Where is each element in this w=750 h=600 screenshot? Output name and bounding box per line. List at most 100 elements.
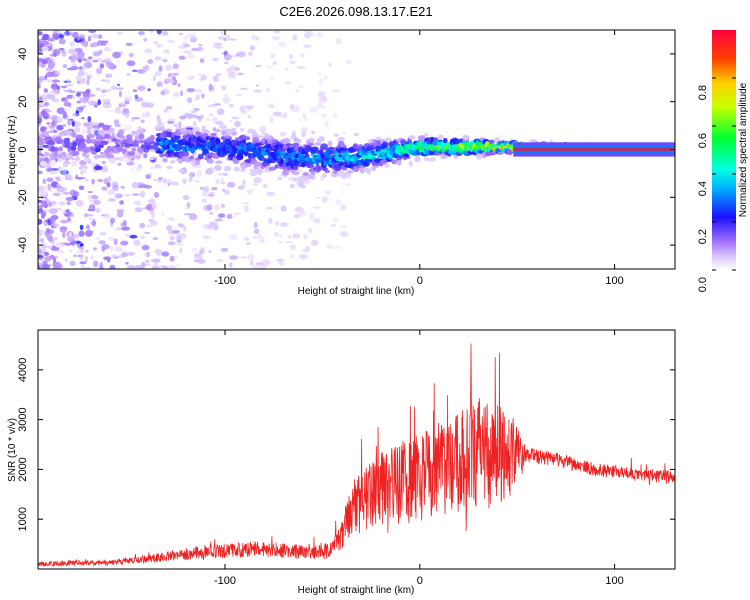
spectrogram-speckle bbox=[132, 89, 138, 92]
spectrogram-speckle bbox=[296, 66, 306, 69]
spectrogram-speckle bbox=[201, 198, 207, 203]
spectrogram-speckle bbox=[71, 158, 76, 161]
spectrogram-speckle bbox=[51, 245, 56, 248]
spectrogram-speckle bbox=[59, 34, 65, 39]
spectrogram-speckle bbox=[186, 88, 196, 93]
spectrogram-speckle bbox=[124, 194, 131, 197]
spectrogram-speckle bbox=[71, 63, 77, 66]
spectrogram-signal-cell bbox=[47, 140, 53, 145]
spectrogram-speckle bbox=[101, 160, 107, 165]
spectrogram-speckle bbox=[303, 44, 312, 48]
spectrogram-speckle bbox=[77, 70, 85, 77]
spectrogram-signal-cell bbox=[382, 141, 389, 148]
spectrogram-speckle bbox=[62, 64, 68, 69]
spectrogram-speckle bbox=[199, 114, 204, 120]
colorbar-tick-label: 0.4 bbox=[697, 181, 709, 196]
spectrogram-speckle bbox=[43, 219, 49, 226]
spectrogram-signal-cell bbox=[81, 167, 88, 174]
spectrogram-signal-cell bbox=[366, 170, 371, 175]
spectrogram-speckle bbox=[99, 63, 105, 69]
spectrogram-speckle bbox=[220, 30, 224, 36]
spectrogram-speckle bbox=[40, 201, 47, 208]
spectrogram-x-tick-label: 100 bbox=[605, 275, 623, 287]
spectrogram-speckle bbox=[38, 190, 48, 197]
spectrogram-speckle bbox=[75, 174, 79, 179]
spectrogram-speckle bbox=[66, 79, 71, 82]
spectrogram-speckle bbox=[117, 226, 121, 231]
spectrogram-speckle bbox=[188, 213, 198, 221]
spectrogram-speckle bbox=[319, 78, 324, 86]
spectrogram-speckle bbox=[151, 211, 155, 219]
snr-x-tick-label: -100 bbox=[214, 575, 236, 587]
spectrogram-speckle bbox=[140, 119, 145, 124]
spectrogram-x-tick-label: -100 bbox=[214, 275, 236, 287]
spectrogram-speckle bbox=[182, 178, 187, 184]
spectrogram-speckle bbox=[186, 202, 191, 208]
spectrogram-speckle bbox=[106, 79, 110, 84]
spectrogram-speckle bbox=[213, 204, 220, 211]
spectrogram-speckle bbox=[158, 65, 163, 72]
spectrogram-speckle bbox=[78, 230, 85, 237]
spectrogram-speckle bbox=[90, 255, 95, 261]
spectrogram-speckle bbox=[154, 56, 162, 61]
spectrogram-speckle bbox=[167, 241, 176, 246]
spectrogram-y-tick-label: 20 bbox=[17, 96, 29, 108]
spectrogram-speckle bbox=[253, 221, 258, 229]
spectrogram-speckle bbox=[55, 69, 61, 75]
spectrogram-signal-cell bbox=[308, 137, 315, 144]
spectrogram-speckle bbox=[253, 176, 262, 184]
spectrogram-speckle bbox=[38, 218, 43, 225]
spectrogram-signal-cell bbox=[384, 137, 392, 143]
spectrogram-speckle bbox=[79, 79, 85, 85]
spectrogram-speckle bbox=[114, 193, 121, 196]
spectrogram-speckle bbox=[229, 103, 234, 108]
spectrogram-speckle bbox=[226, 213, 233, 219]
spectrogram-signal-cell bbox=[254, 161, 262, 167]
spectrogram-speckle bbox=[109, 217, 116, 224]
spectrogram-speckle bbox=[169, 255, 175, 262]
spectrogram-speckle bbox=[304, 32, 311, 39]
spectrogram-speckle bbox=[182, 194, 190, 201]
spectrogram-speckle bbox=[297, 210, 307, 217]
spectrogram-speckle bbox=[49, 94, 56, 101]
spectrogram-speckle bbox=[69, 260, 76, 267]
spectrogram-signal-cell bbox=[173, 123, 178, 128]
spectrogram-speckle bbox=[144, 48, 153, 54]
spectrogram-speckle bbox=[118, 90, 122, 98]
spectrogram-speckle bbox=[252, 236, 260, 239]
spectrogram-speckle bbox=[300, 53, 305, 58]
spectrogram-speckle bbox=[85, 224, 90, 230]
spectrogram-speckle bbox=[198, 73, 202, 76]
spectrogram-speckle bbox=[196, 170, 203, 178]
spectrogram-signal-cell bbox=[347, 170, 354, 174]
spectrogram-speckle bbox=[38, 228, 41, 234]
spectrogram-speckle bbox=[103, 256, 112, 261]
spectrogram-signal-cell bbox=[128, 155, 133, 160]
spectrogram-speckle bbox=[51, 79, 60, 83]
spectrogram-speckle bbox=[191, 247, 199, 252]
spectrogram-speckle bbox=[73, 254, 77, 257]
spectrogram-signal-cell bbox=[333, 133, 340, 137]
spectrogram-speckle bbox=[106, 48, 111, 52]
spectrogram-speckle bbox=[156, 250, 162, 257]
spectrogram-signal-cell bbox=[384, 163, 390, 168]
spectrogram-signal-cell bbox=[296, 138, 302, 144]
spectrogram-speckle bbox=[66, 201, 72, 206]
spectrogram-signal-cell bbox=[182, 151, 190, 157]
colorbar-tick-label: 0.8 bbox=[697, 85, 709, 100]
spectrogram-speckle bbox=[98, 240, 106, 245]
spectrogram-speckle bbox=[139, 190, 146, 198]
spectrogram-signal-cell bbox=[79, 138, 86, 143]
spectrogram-speckle bbox=[43, 88, 48, 93]
spectrogram-speckle bbox=[303, 234, 308, 240]
spectrogram-speckle bbox=[304, 179, 311, 184]
spectrogram-speckle bbox=[141, 244, 150, 251]
spectrogram-speckle bbox=[265, 87, 270, 93]
spectrogram-speckle bbox=[202, 235, 211, 240]
spectrogram-speckle bbox=[86, 230, 95, 234]
spectrogram-signal-cell bbox=[490, 151, 498, 155]
spectrogram-speckle bbox=[46, 93, 51, 100]
spectrogram-speckle bbox=[44, 256, 53, 262]
spectrogram-speckle bbox=[141, 113, 146, 118]
spectrogram-signal-cell bbox=[52, 146, 60, 152]
